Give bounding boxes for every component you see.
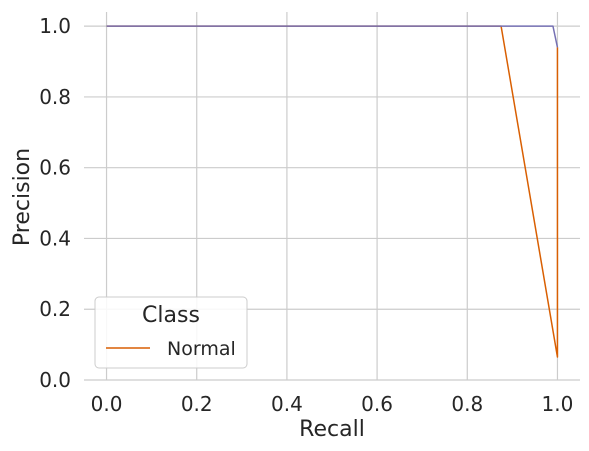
y-tick-label: 0.4 xyxy=(39,226,71,250)
y-tick-label: 1.0 xyxy=(39,14,71,38)
y-tick-label: 0.8 xyxy=(39,85,71,109)
x-tick-label: 0.0 xyxy=(91,392,123,416)
x-axis-label: Recall xyxy=(299,417,365,442)
series-line-1 xyxy=(106,25,559,48)
y-tick-label: 0.0 xyxy=(39,368,71,392)
x-tick-label: 1.0 xyxy=(542,392,574,416)
y-axis-ticks: 0.0 0.2 0.4 0.6 0.8 1.0 xyxy=(39,14,71,392)
x-tick-label: 0.4 xyxy=(271,392,303,416)
y-tick-label: 0.2 xyxy=(39,297,71,321)
legend-label-normal: Normal xyxy=(167,338,236,360)
x-tick-label: 0.8 xyxy=(451,392,483,416)
series-layer xyxy=(106,25,559,358)
x-tick-label: 0.2 xyxy=(181,392,213,416)
x-axis-ticks: 0.0 0.2 0.4 0.6 0.8 1.0 xyxy=(91,392,574,416)
legend: Class Normal xyxy=(94,296,248,369)
legend-title: Class xyxy=(142,303,200,328)
y-axis-label: Precision xyxy=(10,148,35,246)
legend-box xyxy=(94,296,248,369)
y-tick-label: 0.6 xyxy=(39,156,71,180)
x-tick-label: 0.6 xyxy=(361,392,393,416)
